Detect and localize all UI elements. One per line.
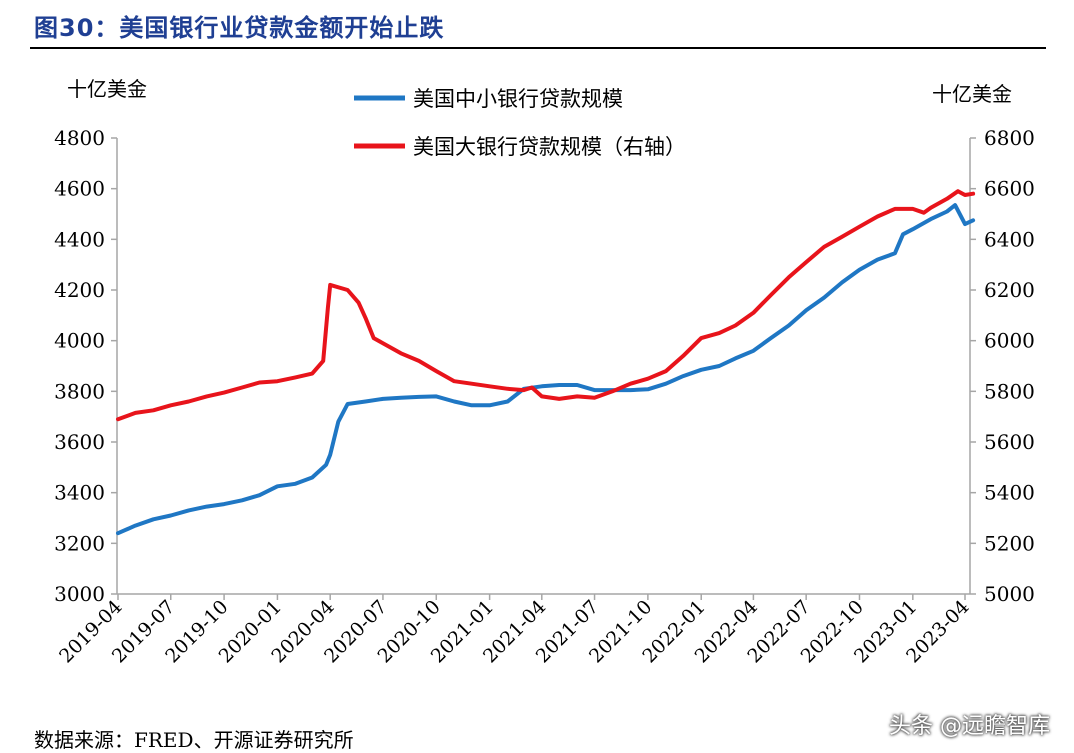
right-tick-label: 5600 bbox=[984, 430, 1035, 454]
right-tick-label: 5200 bbox=[984, 531, 1035, 555]
right-tick-label: 6800 bbox=[984, 126, 1035, 150]
right-tick-label: 6400 bbox=[984, 227, 1035, 251]
right-tick-label: 6000 bbox=[984, 329, 1035, 353]
right-tick-label: 5800 bbox=[984, 379, 1035, 403]
left-tick-label: 3600 bbox=[54, 430, 105, 454]
series-line-large-banks bbox=[116, 189, 976, 422]
left-tick-label: 3200 bbox=[54, 531, 105, 555]
watermark: 头条 @远瞻智库 bbox=[889, 714, 1050, 739]
left-tick-label: 4400 bbox=[54, 227, 105, 251]
source-note: 数据来源：FRED、开源证券研究所 bbox=[34, 728, 354, 752]
left-tick-label: 4200 bbox=[54, 278, 105, 302]
left-tick-label: 4800 bbox=[54, 126, 105, 150]
left-tick-label: 4600 bbox=[54, 177, 105, 201]
left-tick-label: 3000 bbox=[54, 582, 105, 606]
series-line-small-banks bbox=[116, 203, 976, 536]
left-tick-label: 3400 bbox=[54, 481, 105, 505]
right-tick-label: 6200 bbox=[984, 278, 1035, 302]
right-axis-unit: 十亿美金 bbox=[932, 82, 1012, 106]
legend-label: 美国中小银行贷款规模 bbox=[413, 87, 623, 111]
left-tick-label: 3800 bbox=[54, 379, 105, 403]
right-tick-label: 5400 bbox=[984, 481, 1035, 505]
series-layer bbox=[116, 189, 976, 536]
left-tick-label: 4000 bbox=[54, 329, 105, 353]
right-tick-label: 6600 bbox=[984, 177, 1035, 201]
figure-title: 图30：美国银行业贷款金额开始止跌 bbox=[34, 14, 445, 42]
title-divider bbox=[30, 47, 1046, 49]
left-axis-unit: 十亿美金 bbox=[67, 77, 147, 101]
legend-label: 美国大银行贷款规模（右轴） bbox=[413, 135, 686, 159]
right-tick-label: 5000 bbox=[984, 582, 1035, 606]
